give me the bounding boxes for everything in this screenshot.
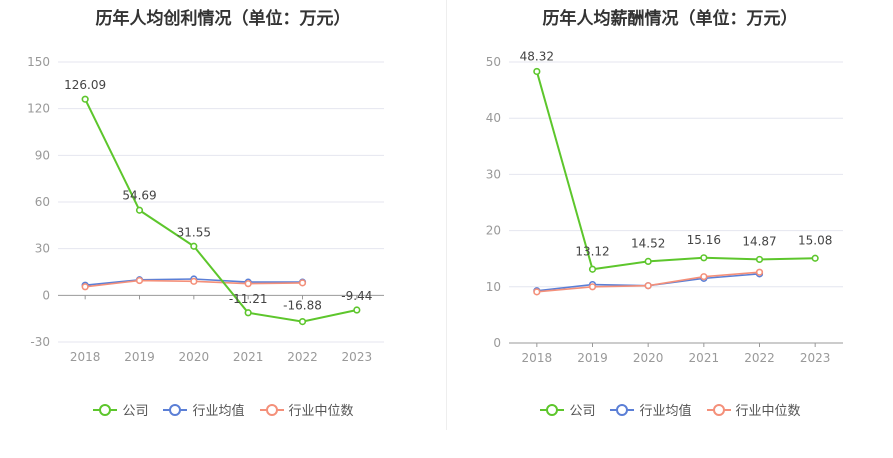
legend-label: 行业中位数 bbox=[735, 404, 801, 419]
y-tick-label: 20 bbox=[486, 224, 501, 238]
chart-legend: 公司 行业均值 行业中位数 bbox=[447, 400, 893, 419]
data-point bbox=[811, 254, 819, 262]
data-label: 48.32 bbox=[520, 49, 554, 63]
legend-item[interactable]: 行业均值 bbox=[162, 400, 245, 419]
x-tick-label: 2018 bbox=[70, 350, 101, 364]
legend-swatch-icon bbox=[706, 403, 731, 416]
series-line-0 bbox=[84, 98, 358, 323]
data-point bbox=[244, 309, 252, 317]
y-tick-label: 10 bbox=[486, 280, 501, 294]
legend-item[interactable]: 行业中位数 bbox=[706, 400, 801, 419]
x-tick-label: 2020 bbox=[633, 351, 664, 365]
x-tick-label: 2022 bbox=[744, 351, 775, 365]
data-point bbox=[353, 306, 361, 314]
data-point bbox=[533, 67, 541, 76]
legend-item[interactable]: 行业中位数 bbox=[259, 400, 354, 419]
data-point bbox=[81, 283, 89, 291]
legend-label: 公司 bbox=[569, 404, 596, 419]
legend-item[interactable]: 行业均值 bbox=[609, 400, 692, 419]
x-tick-label: 2021 bbox=[689, 351, 720, 365]
data-label: 126.09 bbox=[64, 78, 106, 92]
y-tick-label: 40 bbox=[486, 111, 501, 125]
data-point bbox=[700, 254, 708, 262]
y-tick-label: 30 bbox=[35, 242, 50, 256]
legend-swatch-icon bbox=[93, 403, 118, 416]
data-point bbox=[190, 277, 198, 285]
legend-item[interactable]: 公司 bbox=[539, 400, 595, 419]
data-point bbox=[755, 255, 764, 264]
x-tick-label: 2023 bbox=[800, 351, 831, 365]
legend-label: 行业均值 bbox=[639, 404, 692, 419]
data-point bbox=[588, 283, 597, 291]
x-tick-label: 2019 bbox=[577, 351, 608, 365]
legend-item[interactable]: 公司 bbox=[92, 400, 148, 419]
x-tick-label: 2022 bbox=[287, 350, 318, 364]
y-tick-label: 0 bbox=[493, 336, 501, 350]
y-tick-label: 60 bbox=[35, 195, 50, 209]
y-tick-label: 30 bbox=[486, 167, 501, 181]
x-tick-label: 2023 bbox=[342, 350, 373, 364]
data-label: 14.52 bbox=[631, 236, 665, 250]
data-point bbox=[190, 242, 198, 250]
data-point bbox=[644, 257, 652, 265]
chart-panel-salary: 历年人均薪酬情况（单位：万元） 0 10 20 30 40 50 2018 2019 2020 2… bbox=[447, 0, 893, 458]
y-tick-label: 0 bbox=[42, 288, 50, 302]
data-point bbox=[135, 276, 144, 285]
data-point bbox=[588, 265, 597, 273]
data-point bbox=[298, 317, 307, 326]
x-tick-label: 2020 bbox=[179, 350, 210, 364]
chart-legend: 公司 行业均值 行业中位数 bbox=[0, 400, 446, 419]
legend-label: 行业中位数 bbox=[288, 404, 354, 419]
legend-swatch-icon bbox=[163, 403, 188, 416]
chart-title: 历年人均薪酬情况（单位：万元） bbox=[542, 9, 798, 29]
data-point bbox=[298, 279, 307, 287]
data-label: 15.16 bbox=[687, 233, 721, 247]
data-point bbox=[755, 268, 764, 276]
data-label: 14.87 bbox=[742, 234, 776, 248]
data-label: 15.08 bbox=[798, 233, 832, 247]
data-point bbox=[135, 206, 144, 214]
data-point bbox=[244, 280, 252, 288]
y-tick-label: 50 bbox=[486, 55, 501, 69]
legend-swatch-icon bbox=[610, 403, 635, 416]
legend-label: 公司 bbox=[122, 404, 149, 419]
data-point bbox=[700, 273, 708, 281]
y-tick-label: 90 bbox=[35, 148, 50, 162]
salary-line-chart: 0 10 20 30 40 50 2018 2019 2020 2021 2022 2023 48.32… bbox=[486, 49, 843, 365]
y-tick-label: 150 bbox=[27, 55, 50, 69]
chart-panel-profit: 历年人均创利情况（单位：万元） -30 0 30 60 90 120 150 2018 2019… bbox=[0, 0, 446, 458]
data-point bbox=[81, 95, 89, 103]
chart-title: 历年人均创利情况（单位：万元） bbox=[95, 9, 351, 29]
y-tick-label: -30 bbox=[30, 335, 50, 349]
data-label: 54.69 bbox=[122, 188, 156, 202]
x-tick-label: 2019 bbox=[124, 350, 155, 364]
data-point bbox=[533, 288, 541, 296]
data-label: 13.12 bbox=[575, 244, 609, 258]
x-tick-label: 2021 bbox=[233, 350, 264, 364]
data-label: 31.55 bbox=[177, 225, 211, 239]
data-label: -16.88 bbox=[283, 299, 322, 313]
series-line-0 bbox=[535, 71, 816, 271]
data-point bbox=[644, 282, 652, 290]
legend-swatch-icon bbox=[259, 403, 284, 416]
legend-swatch-icon bbox=[540, 403, 565, 416]
panel-divider bbox=[446, 0, 447, 430]
profit-line-chart: -30 0 30 60 90 120 150 2018 2019 2020 2021 2022 2023… bbox=[27, 55, 384, 364]
data-label: -11.21 bbox=[229, 292, 268, 306]
data-label: -9.44 bbox=[341, 289, 372, 303]
x-tick-label: 2018 bbox=[522, 351, 553, 365]
y-tick-label: 120 bbox=[27, 102, 50, 116]
legend-label: 行业均值 bbox=[192, 404, 245, 419]
